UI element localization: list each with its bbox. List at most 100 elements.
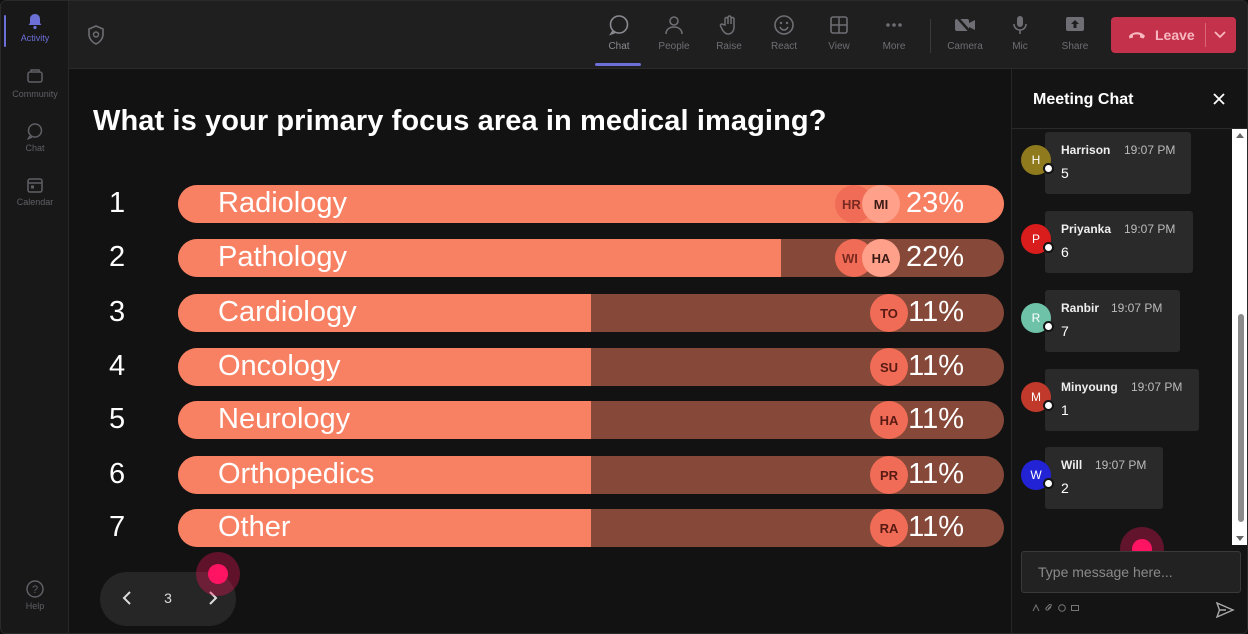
toolbar-button-label: Share <box>1061 41 1089 52</box>
poll-option-row: 5 Neurology 11% HA <box>69 401 1011 439</box>
option-label: Cardiology <box>218 296 357 328</box>
toolbar-button-label: Raise <box>716 41 742 52</box>
message-text: 6 <box>1061 244 1069 260</box>
phone-hangup-icon <box>1127 27 1147 43</box>
chat-header: Meeting Chat <box>1012 69 1247 129</box>
chat-message-input[interactable] <box>1021 551 1241 593</box>
toolbar-chat-button[interactable]: Chat <box>593 13 645 66</box>
voter-avatar: SU <box>870 348 908 386</box>
leave-button[interactable]: Leave <box>1111 17 1236 53</box>
status-indicator <box>1043 400 1054 411</box>
status-indicator <box>1043 163 1054 174</box>
scroll-up-icon[interactable] <box>1236 133 1244 138</box>
scroll-thumb[interactable] <box>1238 314 1244 522</box>
rail-item-calendar[interactable]: Calendar <box>1 175 69 221</box>
option-label: Radiology <box>218 187 347 219</box>
toolbar-camera-button[interactable]: Camera <box>939 13 991 61</box>
option-percent: 23% <box>905 187 964 219</box>
chat-avatar: H <box>1021 145 1054 175</box>
chat-message: Minyoung 19:07 PM 1 <box>1045 369 1199 431</box>
message-sender: Priyanka <box>1061 222 1112 236</box>
page-number: 3 <box>164 590 172 606</box>
option-label: Neurology <box>218 403 351 435</box>
message-time: 19:07 PM <box>1131 380 1183 394</box>
toolbar-more-button[interactable]: More <box>868 13 920 61</box>
bell-icon <box>25 11 45 31</box>
option-bar: Cardiology 11% TO <box>178 294 1004 332</box>
option-bar-fill <box>178 348 591 386</box>
mic-icon <box>1008 13 1032 37</box>
option-bar-fill <box>178 239 781 277</box>
toolbar-button-label: More <box>882 41 906 52</box>
voter-avatar: HA <box>870 401 908 439</box>
chat-avatar: M <box>1021 382 1054 412</box>
attach-icon[interactable] <box>1045 604 1053 612</box>
leave-label: Leave <box>1155 27 1195 43</box>
avatar-initial: M <box>1031 390 1041 404</box>
chat-avatar: W <box>1021 460 1054 490</box>
toolbar-share-button[interactable]: Share <box>1049 13 1101 61</box>
message-sender: Ranbir <box>1061 301 1100 315</box>
message-time: 19:07 PM <box>1124 222 1176 236</box>
grid-icon <box>827 13 851 37</box>
cursor-indicator <box>196 552 240 596</box>
toolbar-react-button[interactable]: React <box>758 13 810 61</box>
option-label: Pathology <box>218 241 347 273</box>
send-icon[interactable] <box>1215 600 1235 620</box>
toolbar-mic-button[interactable]: Mic <box>994 13 1046 61</box>
chat-avatar: R <box>1021 303 1054 333</box>
rail-item-community[interactable]: Community <box>1 67 69 113</box>
message-time: 19:07 PM <box>1124 143 1176 157</box>
poll-option-row: 1 Radiology 23% HR MI <box>69 185 1011 223</box>
rail-item-activity[interactable]: Activity <box>1 11 69 57</box>
chat-title: Meeting Chat <box>1033 91 1134 108</box>
more-icon <box>882 13 906 37</box>
status-indicator <box>1043 242 1054 253</box>
toolbar-view-button[interactable]: View <box>813 13 865 61</box>
toolbar-raise-button[interactable]: Raise <box>703 13 755 61</box>
toolbar-button-label: View <box>828 41 850 52</box>
avatar-initial: H <box>1031 153 1041 167</box>
avatar-initial: R <box>1031 311 1041 325</box>
share-icon <box>1063 13 1087 37</box>
chevron-right-icon[interactable] <box>202 588 222 613</box>
chat-avatar: P <box>1021 224 1054 254</box>
message-sender: Harrison <box>1061 143 1111 157</box>
rail-item-chat[interactable]: Chat <box>1 121 69 167</box>
calendar-icon <box>25 175 45 195</box>
option-bar-fill <box>178 509 591 547</box>
help-icon: ? <box>25 579 45 599</box>
toolbar-divider <box>930 19 931 53</box>
option-bar: Neurology 11% HA <box>178 401 1004 439</box>
option-number: 3 <box>109 296 126 328</box>
option-bar-fill <box>178 401 591 439</box>
scroll-down-icon[interactable] <box>1236 536 1244 541</box>
rail-item-label: Chat <box>25 143 45 153</box>
avatar-initial: W <box>1030 468 1042 482</box>
poll-option-row: 3 Cardiology 11% TO <box>69 294 1011 332</box>
option-percent: 11% <box>908 511 964 543</box>
voter-avatar: RA <box>870 509 908 547</box>
status-indicator <box>1043 478 1054 489</box>
chevron-down-icon[interactable] <box>1213 27 1227 44</box>
option-number: 2 <box>109 241 126 273</box>
option-number: 5 <box>109 403 126 435</box>
toolbar-people-button[interactable]: People <box>648 13 700 61</box>
gif-icon[interactable] <box>1071 604 1079 612</box>
option-percent: 11% <box>908 403 964 435</box>
rail-item-help[interactable]: ? Help <box>1 579 69 625</box>
meeting-toolbar: Chat People Raise React View <box>69 1 1247 69</box>
format-text-icon[interactable] <box>1032 604 1040 612</box>
chevron-left-icon[interactable] <box>118 588 138 613</box>
toolbar-button-label: People <box>658 41 690 52</box>
emoji-icon[interactable] <box>1058 604 1066 612</box>
leave-divider <box>1205 23 1206 47</box>
rail-item-label: Help <box>25 601 45 611</box>
community-icon <box>25 67 45 87</box>
chat-scrollbar[interactable] <box>1232 129 1247 545</box>
close-icon[interactable] <box>1211 91 1227 107</box>
toolbar-button-label: Mic <box>1012 41 1028 52</box>
message-time: 19:07 PM <box>1111 301 1163 315</box>
option-bar: Other 11% RA <box>178 509 1004 547</box>
